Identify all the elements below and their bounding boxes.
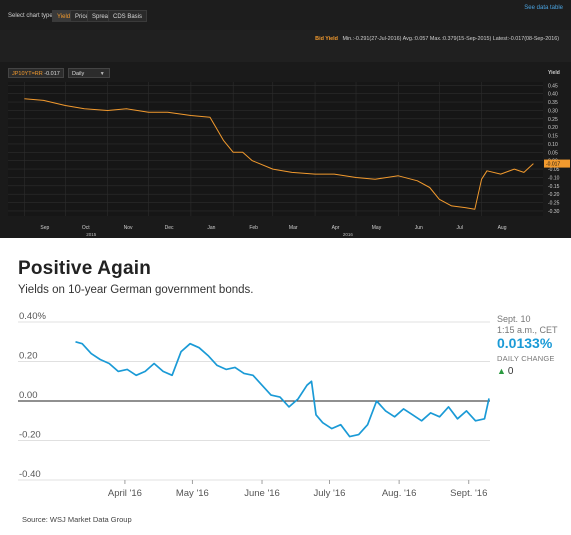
y-tick-label: 0.45	[548, 83, 558, 89]
y-tick-label: 0.20	[548, 125, 558, 131]
top-chart: 0.450.400.350.300.250.200.150.100.050.00…	[8, 70, 570, 237]
daily-change-value: 0	[507, 366, 514, 377]
tab-cds-basis[interactable]: CDS Basis	[108, 10, 148, 22]
x-tick-label: Mar	[289, 225, 298, 231]
y-tick-label: 0.20	[19, 351, 38, 362]
y-tick-label: 0.30	[548, 108, 558, 114]
y-tick-label: 0.05	[548, 150, 558, 156]
x-tick-label: Sep	[40, 225, 49, 231]
y-tick-label: -0.20	[548, 192, 560, 198]
x-tick-label: Aug	[498, 225, 507, 231]
yield-line	[24, 98, 534, 210]
x-tick-label: Apr	[332, 225, 340, 231]
x-tick-label: Nov	[124, 225, 133, 231]
x-tick-label: Oct	[82, 225, 90, 231]
y-tick-label: 0.15	[548, 134, 558, 140]
latest-time: 1:15 a.m., CET	[497, 325, 558, 335]
bid-yield-label: Bid Yield	[315, 36, 338, 42]
y-tick-label: -0.05	[548, 167, 560, 173]
daily-change: ▲ 0	[497, 366, 513, 377]
y-tick-label: 0.40%	[19, 311, 46, 322]
chevron-down-icon: ▼	[99, 71, 105, 77]
x-tick-label: April '16	[108, 488, 142, 499]
daily-change-label: DAILY CHANGE	[497, 354, 555, 363]
bund-yield-line	[75, 340, 490, 438]
stats-bar	[0, 30, 571, 62]
x-tick-label: Aug. '16	[382, 488, 417, 499]
y-tick-label: -0.30	[548, 209, 560, 215]
source-note: Source: WSJ Market Data Group	[22, 515, 132, 524]
yield-summary: Min.:-0.291(27-Jul-2016) Avg.:0.057 Max.…	[342, 36, 559, 42]
y-tick-label: 0.25	[548, 117, 558, 123]
latest-tag-label: -0.017	[546, 162, 560, 168]
x-tick-label: May '16	[176, 488, 209, 499]
x-tick-label: Sept. '16	[450, 488, 487, 499]
latest-value: 0.0133%	[497, 335, 553, 351]
chart-subtitle: Yields on 10-year German government bond…	[18, 284, 254, 296]
y-tick-label: -0.40	[19, 469, 41, 480]
y-tick-label: -0.10	[548, 175, 560, 181]
x-tick-label: Jun	[415, 225, 423, 231]
y-tick-label: -0.15	[548, 184, 560, 190]
symbol-code: JP10YT=RR	[12, 71, 43, 77]
year-label: 2016	[343, 232, 354, 237]
see-data-table-link[interactable]: See data table	[524, 5, 563, 11]
x-tick-label: Jan	[207, 225, 215, 231]
year-label: 2015	[86, 232, 97, 237]
x-tick-label: Feb	[249, 225, 258, 231]
latest-date: Sept. 10	[497, 314, 531, 324]
y-tick-label: 0.10	[548, 142, 558, 148]
y-axis-label: Yield	[548, 70, 560, 76]
chart-title: Positive Again	[18, 258, 152, 279]
interval-select[interactable]: Daily ▼	[68, 68, 110, 78]
x-tick-label: Jul	[457, 225, 463, 231]
x-tick-label: May	[372, 225, 382, 231]
x-tick-label: Dec	[165, 225, 174, 231]
chart-type-label: Select chart type	[8, 13, 53, 19]
x-tick-label: June '16	[244, 488, 280, 499]
symbol-value: -0.017	[44, 71, 60, 77]
x-tick-label: July '16	[313, 488, 345, 499]
y-tick-label: 0.40	[548, 92, 558, 98]
up-triangle-icon: ▲	[497, 366, 506, 376]
latest-tag	[544, 159, 570, 168]
y-tick-label: -0.25	[548, 201, 560, 207]
interval-value: Daily	[72, 71, 85, 77]
y-tick-label: -0.20	[19, 430, 41, 441]
yield-stats: Bid Yield Min.:-0.291(27-Jul-2016) Avg.:…	[315, 36, 559, 42]
plot-area	[8, 82, 543, 216]
y-tick-label: 0.35	[548, 100, 558, 106]
y-tick-label: 0.00	[19, 390, 38, 401]
